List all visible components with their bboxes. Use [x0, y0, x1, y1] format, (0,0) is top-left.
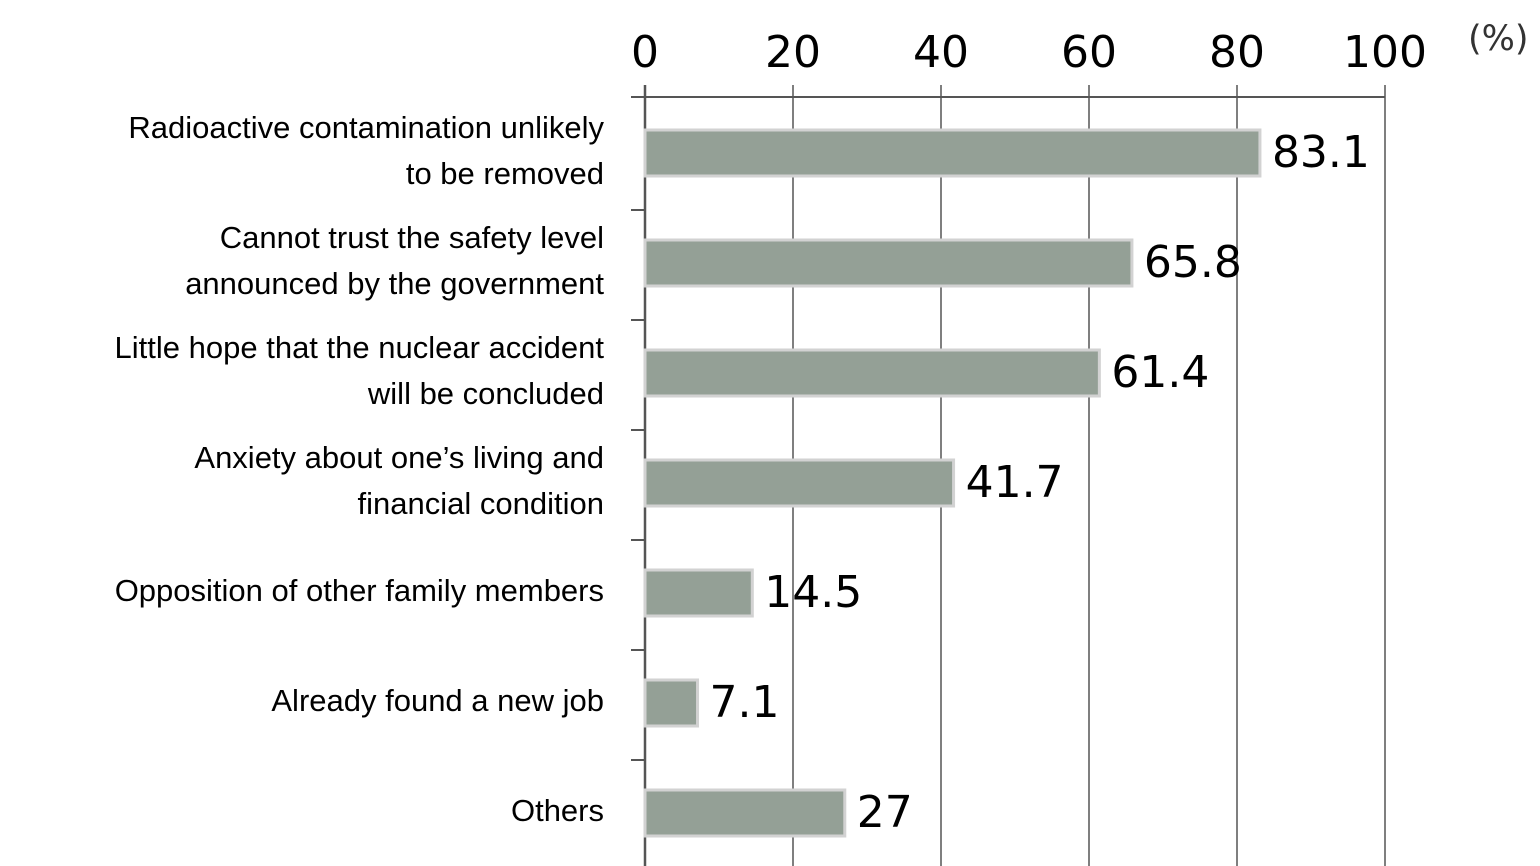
category-label-1-line-0: Cannot trust the safety level — [220, 220, 604, 255]
value-label-1: 65.8 — [1144, 237, 1242, 288]
category-label-0-line-0: Radioactive contamination unlikely — [128, 110, 604, 145]
category-label-0-line-1: to be removed — [406, 156, 604, 191]
category-label-1-line-1: announced by the government — [185, 266, 604, 301]
category-labels: Radioactive contamination unlikely to be … — [115, 110, 605, 828]
category-label-6-line-0: Others — [511, 793, 604, 828]
value-label-2: 61.4 — [1111, 347, 1209, 398]
x-tick-label-0: 0 — [631, 27, 659, 78]
bar-5 — [643, 678, 700, 728]
x-unit-label: (%) — [1468, 19, 1529, 59]
x-tick-label-80: 80 — [1209, 27, 1265, 78]
value-label-5: 7.1 — [710, 677, 780, 728]
category-label-2-line-0: Little hope that the nuclear accident — [115, 330, 605, 365]
category-label-3-line-0: Anxiety about one’s living and — [194, 440, 604, 475]
value-label-4: 14.5 — [764, 567, 862, 618]
bar-2 — [643, 348, 1101, 398]
bar-3 — [643, 458, 956, 508]
x-tick-label-100: 100 — [1343, 27, 1427, 78]
category-label-2-line-1: will be concluded — [367, 376, 604, 411]
bar-1 — [643, 238, 1134, 288]
value-label-0: 83.1 — [1272, 127, 1370, 178]
category-label-4-line-0: Opposition of other family members — [115, 573, 604, 608]
value-labels: 83.1 65.8 61.4 41.7 14.5 7.1 27 — [710, 127, 1370, 838]
value-label-6: 27 — [857, 787, 913, 838]
category-label-5-line-0: Already found a new job — [271, 683, 604, 718]
category-label-3-line-1: financial condition — [358, 486, 604, 521]
value-label-3: 41.7 — [966, 457, 1064, 508]
x-tick-label-40: 40 — [913, 27, 969, 78]
bar-layer — [643, 128, 1262, 838]
x-tick-label-60: 60 — [1061, 27, 1117, 78]
x-axis: 0 20 40 60 80 100 (%) — [631, 19, 1529, 761]
bar-6 — [643, 788, 847, 838]
bar-0 — [643, 128, 1262, 178]
bar-4 — [643, 568, 754, 618]
x-tick-label-20: 20 — [765, 27, 821, 78]
